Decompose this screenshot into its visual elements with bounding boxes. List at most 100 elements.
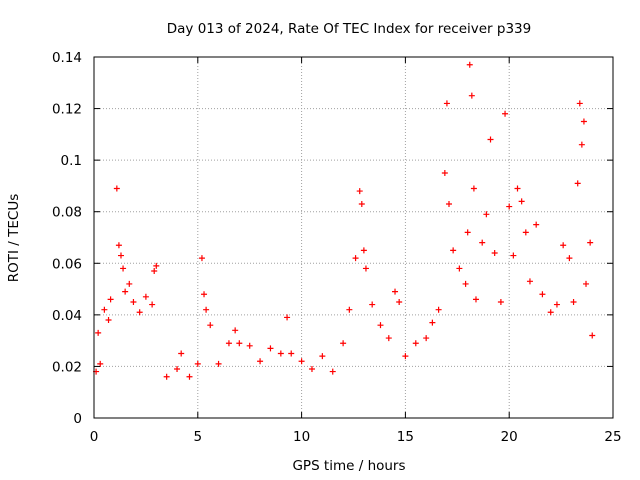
data-point — [487, 136, 494, 143]
data-point — [203, 306, 210, 313]
data-point — [456, 265, 463, 272]
data-point — [429, 319, 436, 326]
data-point — [497, 298, 504, 305]
data-point — [470, 185, 477, 192]
data-point — [207, 322, 214, 329]
plot-frame — [93, 56, 614, 419]
data-point — [576, 100, 583, 107]
data-point — [560, 242, 567, 249]
data-point — [539, 291, 546, 298]
data-point — [450, 247, 457, 254]
data-point — [522, 229, 529, 236]
data-point — [97, 360, 104, 367]
data-point — [149, 301, 156, 308]
data-point — [377, 322, 384, 329]
data-point — [526, 278, 533, 285]
data-point — [360, 247, 367, 254]
data-point — [346, 306, 353, 313]
data-point — [356, 188, 363, 195]
data-point — [117, 252, 124, 259]
data-point — [246, 342, 253, 349]
data-point — [443, 100, 450, 107]
data-point — [101, 306, 108, 313]
data-point — [566, 255, 573, 262]
data-point — [472, 296, 479, 303]
data-point — [186, 373, 193, 380]
data-point — [113, 185, 120, 192]
data-point — [95, 329, 102, 336]
data-point — [423, 335, 430, 342]
data-point — [510, 252, 517, 259]
data-points — [93, 61, 596, 380]
x-axis-label: GPS time / hours — [292, 458, 405, 474]
data-point — [464, 229, 471, 236]
y-tick-label: 0.08 — [52, 205, 82, 221]
data-point — [502, 110, 509, 117]
data-point — [553, 301, 560, 308]
data-point — [201, 291, 208, 298]
data-point — [142, 293, 149, 300]
data-point — [130, 298, 137, 305]
data-point — [319, 353, 326, 360]
data-point — [479, 239, 486, 246]
data-point — [178, 350, 185, 357]
data-point — [462, 280, 469, 287]
data-point — [587, 239, 594, 246]
data-point — [284, 314, 291, 321]
y-tick-label: 0 — [73, 411, 82, 427]
data-point — [468, 92, 475, 99]
data-point — [392, 288, 399, 295]
x-tick-label: 0 — [90, 429, 99, 445]
data-point — [288, 350, 295, 357]
data-point — [174, 366, 181, 373]
data-point — [369, 301, 376, 308]
data-point — [105, 317, 112, 324]
data-point — [412, 340, 419, 347]
x-tick-label: 5 — [194, 429, 203, 445]
y-tick-label: 0.12 — [52, 102, 82, 118]
data-point — [491, 249, 498, 256]
data-point — [514, 185, 521, 192]
data-point — [122, 288, 129, 295]
data-point — [574, 180, 581, 187]
x-tick-label: 20 — [501, 429, 518, 445]
data-point — [153, 262, 160, 269]
data-point — [115, 242, 122, 249]
data-point — [506, 203, 513, 210]
x-tick-label: 25 — [604, 429, 621, 445]
data-point — [402, 353, 409, 360]
data-point — [518, 198, 525, 205]
data-point — [466, 61, 473, 68]
data-point — [483, 211, 490, 218]
data-point — [445, 200, 452, 207]
data-point — [194, 360, 201, 367]
data-point — [583, 280, 590, 287]
y-tick-label: 0.02 — [52, 359, 82, 375]
y-tick-label: 0.14 — [52, 50, 82, 66]
y-tick-label: 0.1 — [61, 153, 82, 169]
data-point — [225, 340, 232, 347]
data-point — [435, 306, 442, 313]
data-point — [570, 298, 577, 305]
grid-lines — [94, 57, 613, 418]
data-point — [232, 327, 239, 334]
data-point — [396, 298, 403, 305]
data-point — [267, 345, 274, 352]
data-point — [340, 340, 347, 347]
data-point — [362, 265, 369, 272]
data-point — [329, 368, 336, 375]
data-point — [120, 265, 127, 272]
data-point — [547, 309, 554, 316]
x-tick-label: 10 — [293, 429, 310, 445]
chart-title: Day 013 of 2024, Rate Of TEC Index for r… — [167, 21, 531, 37]
data-point — [580, 118, 587, 125]
data-point — [298, 358, 305, 365]
data-point — [441, 170, 448, 177]
data-point — [385, 335, 392, 342]
data-point — [578, 141, 585, 148]
x-tick-label: 15 — [397, 429, 414, 445]
data-point — [308, 366, 315, 373]
data-point — [198, 255, 205, 262]
data-point — [215, 360, 222, 367]
data-point — [151, 268, 158, 275]
